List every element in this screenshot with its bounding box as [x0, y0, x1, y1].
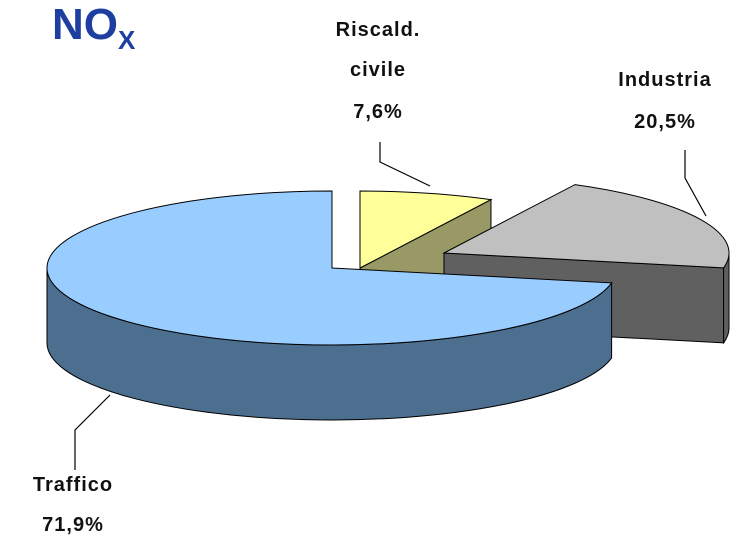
category-label: Riscald. civile [335, 19, 421, 81]
category-label: Traffico [32, 474, 114, 496]
slice-top [46, 190, 613, 346]
value-label: 71,9% [42, 514, 104, 536]
chart-title: NOX [52, 0, 135, 56]
slice-top [442, 184, 730, 269]
slice [46, 190, 613, 421]
leader-line [74, 394, 111, 470]
value-label: 7,6% [353, 101, 403, 123]
leader-line [379, 142, 431, 187]
leader-line [684, 150, 707, 217]
slice-top [359, 190, 493, 269]
category-label: Industria [618, 69, 712, 91]
title-text: NO [52, 0, 118, 49]
title-subscript: X [118, 25, 136, 55]
value-label: 20,5% [634, 111, 696, 133]
